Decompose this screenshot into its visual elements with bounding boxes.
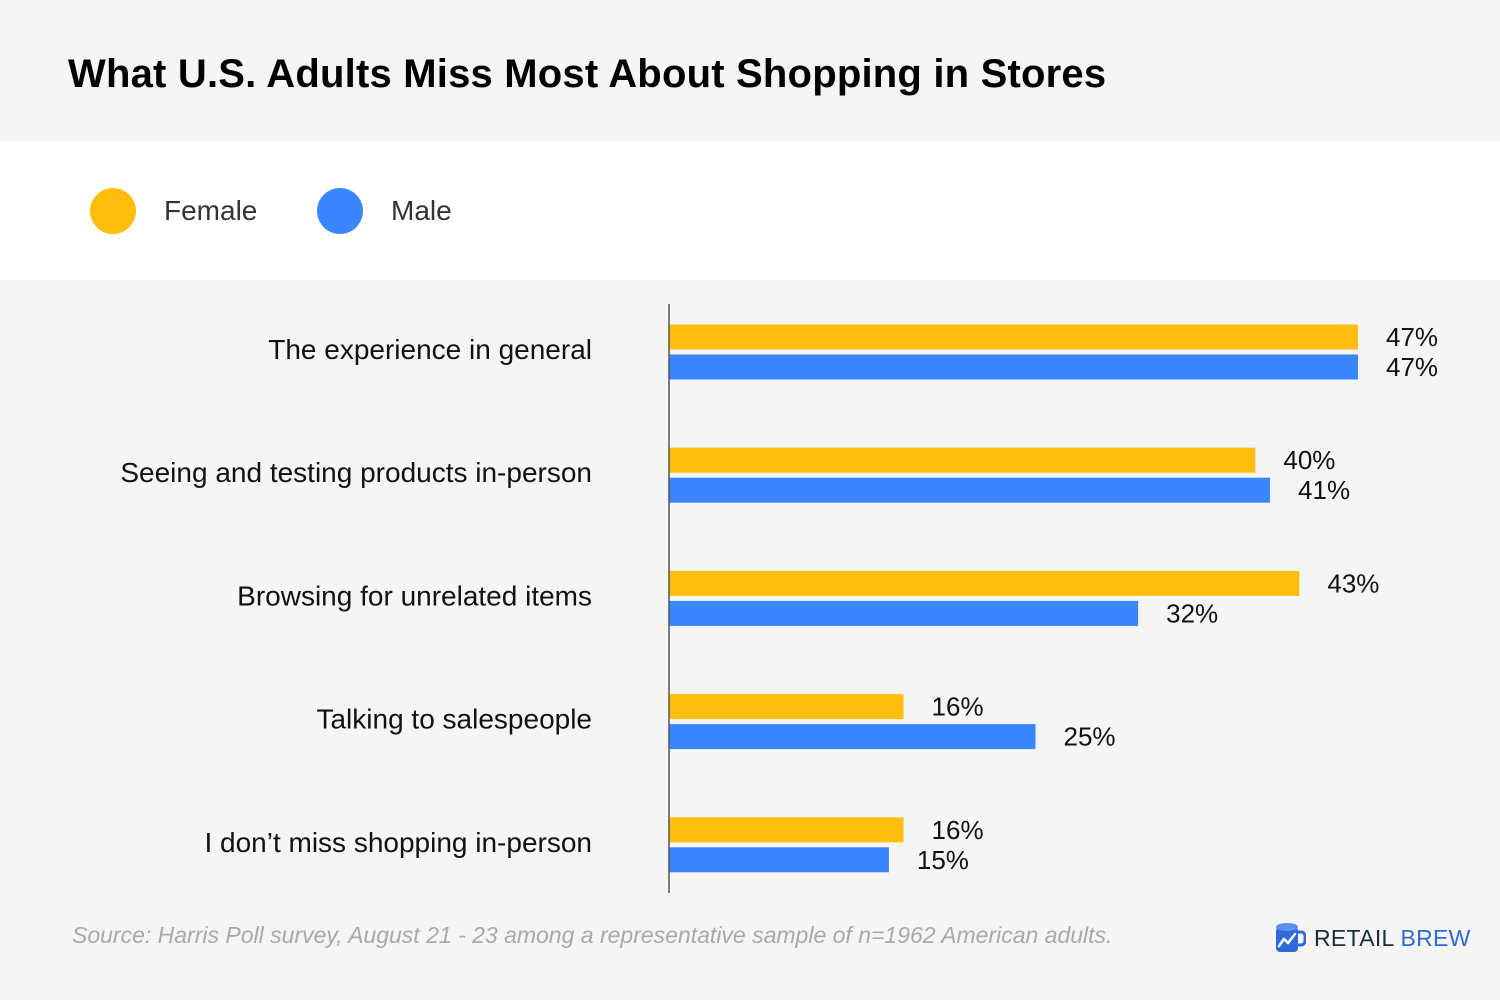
- data-label: 41%: [1298, 475, 1350, 505]
- legend-label-female: Female: [164, 195, 258, 226]
- category-label: I don’t miss shopping in-person: [204, 827, 592, 858]
- category-label: The experience in general: [268, 334, 592, 365]
- bar-male: [669, 477, 1271, 503]
- bar-male: [669, 847, 889, 873]
- bar-female: [669, 447, 1256, 473]
- legend-label-male: Male: [391, 195, 452, 226]
- data-label: 16%: [932, 692, 984, 722]
- legend-item-male: Male: [317, 187, 452, 235]
- legend: Female Male: [0, 142, 1500, 280]
- bar-male: [669, 354, 1359, 380]
- data-label: 47%: [1386, 322, 1438, 352]
- legend-swatch-female: [90, 188, 136, 234]
- bar-female: [669, 817, 904, 843]
- bar-male: [669, 724, 1036, 750]
- bar-chart: The experience in general 47%47% Seeing an…: [120, 304, 1438, 893]
- category-label: Browsing for unrelated items: [237, 580, 592, 611]
- source-note: Source: Harris Poll survey, August 21 - …: [72, 922, 1113, 948]
- chart-title: What U.S. Adults Miss Most About Shoppin…: [68, 52, 1107, 96]
- title-band: What U.S. Adults Miss Most About Shoppin…: [0, 0, 1500, 142]
- data-label: 32%: [1166, 598, 1218, 628]
- data-label: 43%: [1327, 568, 1379, 598]
- chart-area: The experience in general 47% 47% Seeing an…: [0, 280, 1500, 1000]
- bar-male: [669, 600, 1139, 626]
- retail-brew-mug-icon: [1276, 923, 1306, 952]
- data-label: 25%: [1064, 722, 1116, 752]
- legend-item-female: Female: [90, 187, 257, 235]
- legend-swatch-male: [317, 188, 363, 234]
- bar-female: [669, 324, 1359, 350]
- data-label: 15%: [917, 845, 969, 875]
- bar-female: [669, 570, 1300, 596]
- brand-logo: RETAIL BREW: [1274, 920, 1471, 956]
- category-label: Seeing and testing products in-person: [120, 457, 592, 488]
- brand-word-brew: BREW: [1400, 924, 1471, 951]
- data-label: 40%: [1283, 445, 1335, 475]
- brand-wordmark: RETAIL BREW: [1314, 925, 1471, 952]
- bar-female: [669, 694, 904, 720]
- category-label: Talking to salespeople: [316, 704, 592, 735]
- data-label: 16%: [932, 815, 984, 845]
- data-label: 47%: [1386, 352, 1438, 382]
- brand-word-retail: RETAIL: [1314, 924, 1394, 951]
